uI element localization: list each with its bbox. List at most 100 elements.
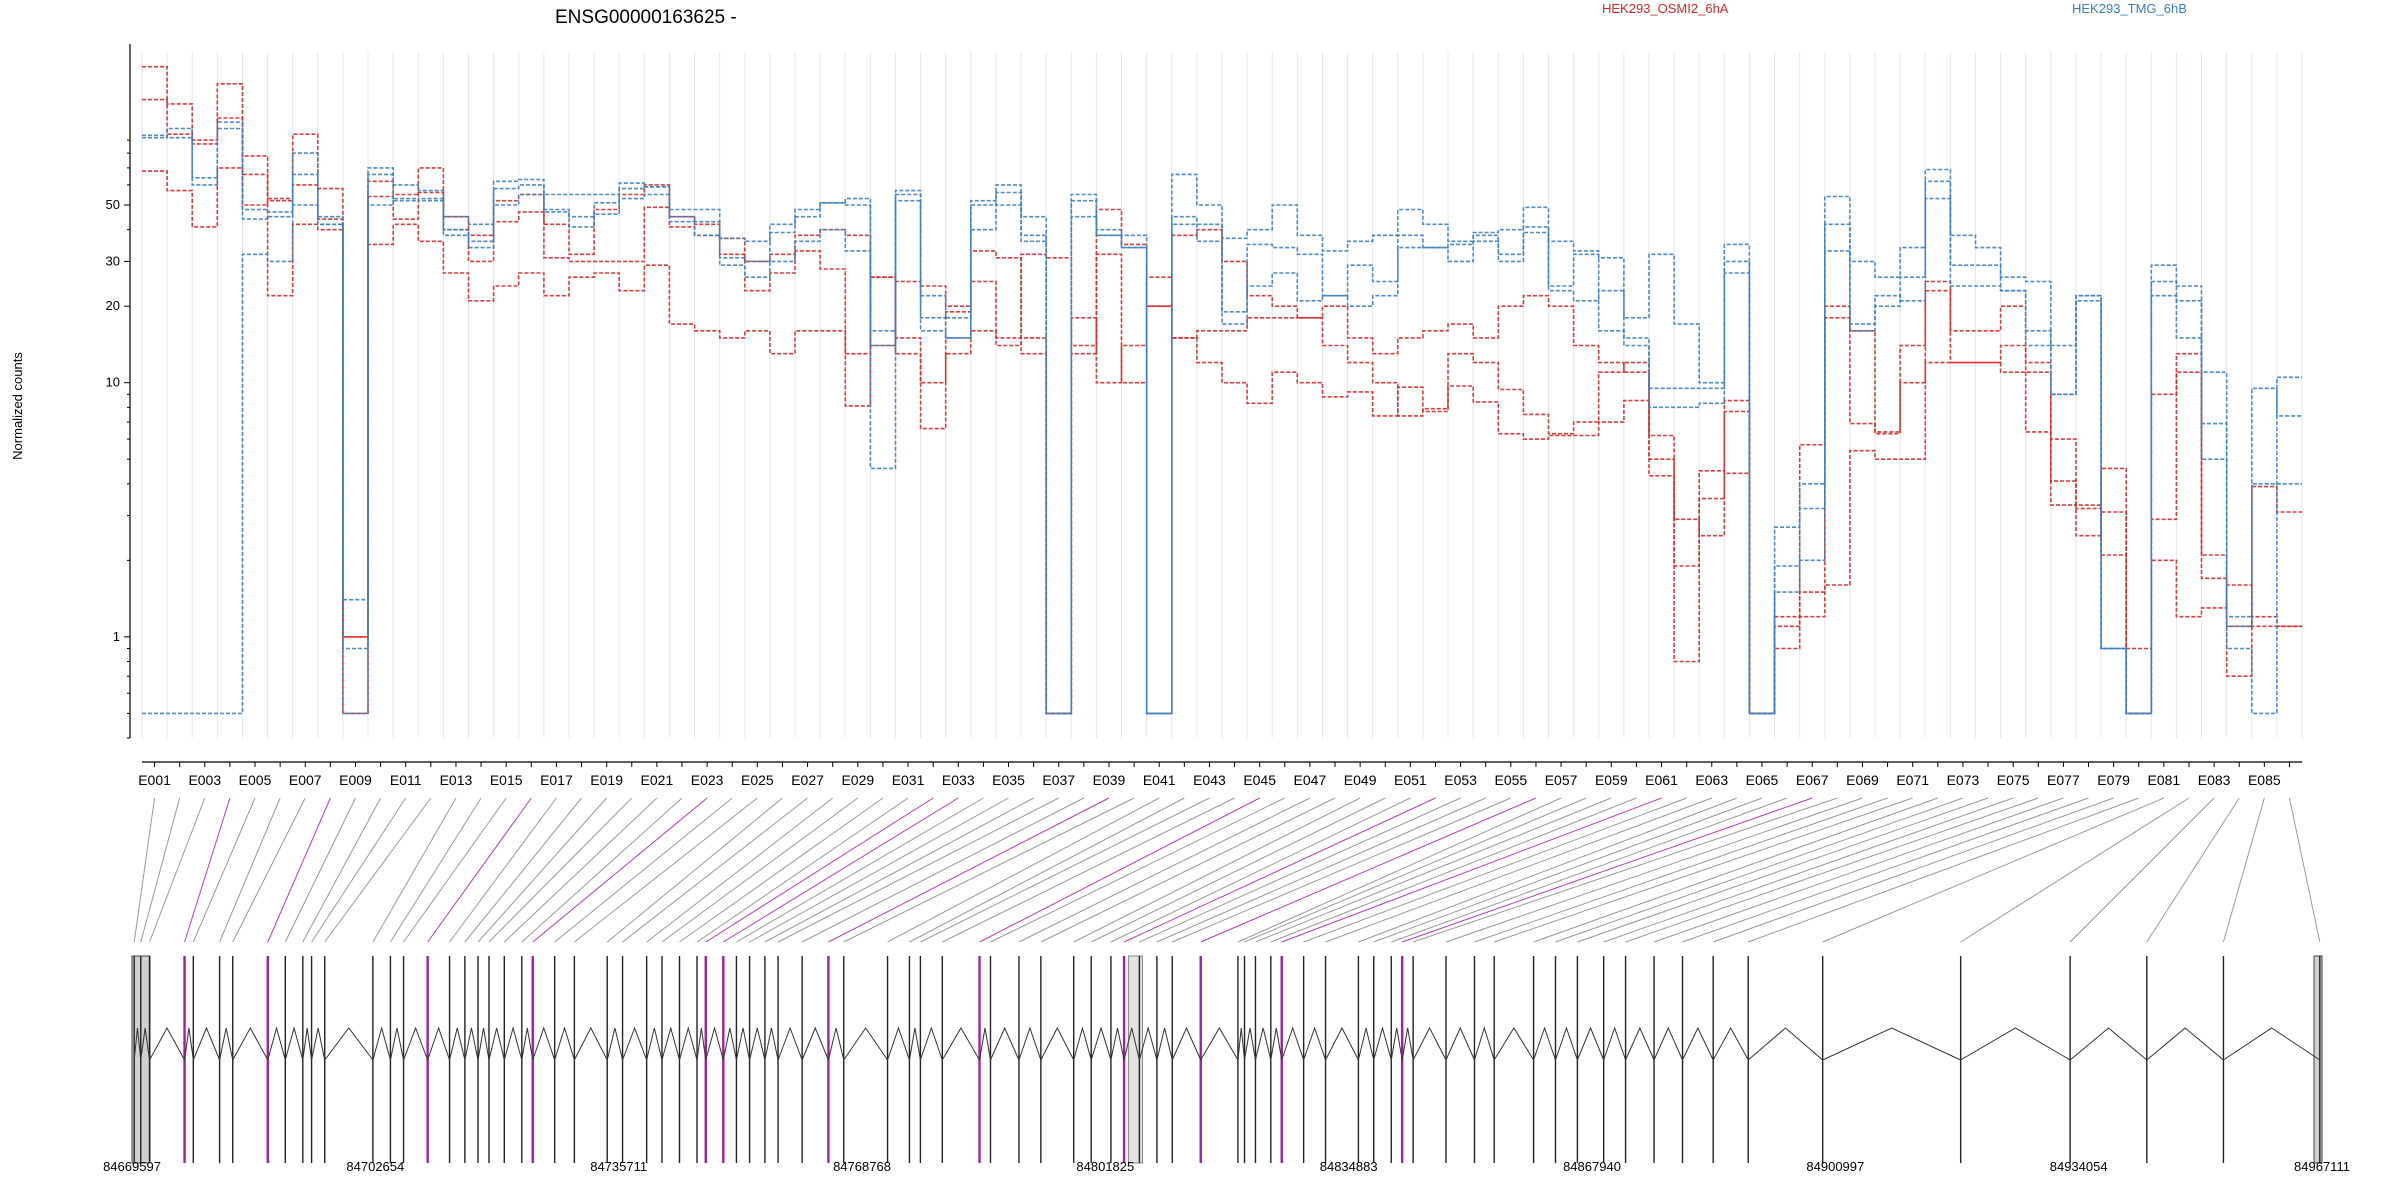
x-tick-label: E023 bbox=[691, 772, 724, 788]
intron-chevron bbox=[1390, 1027, 1403, 1061]
x-tick-label: E037 bbox=[1042, 772, 1075, 788]
exon-gridlines bbox=[141, 52, 2303, 738]
x-tick-label: E083 bbox=[2198, 772, 2231, 788]
intron-chevron bbox=[1373, 1026, 1392, 1061]
genomic-position-label: 84702654 bbox=[346, 1159, 404, 1174]
exon-connector bbox=[503, 797, 658, 943]
exon-connector bbox=[477, 797, 608, 943]
legend-entry-tmg: HEK293_TMG_6hB bbox=[2072, 1, 2187, 16]
intron-chevron bbox=[1555, 1026, 1578, 1061]
exon-block-cluster bbox=[1127, 955, 1143, 1164]
y-tick-label: 1 bbox=[113, 629, 120, 644]
intron-chevron bbox=[843, 1027, 888, 1061]
intron-chevron bbox=[1040, 1026, 1075, 1061]
exon-connector bbox=[403, 797, 507, 943]
x-tick-label: E077 bbox=[2047, 772, 2080, 788]
intron-chevron bbox=[464, 1027, 479, 1061]
exon-connector bbox=[427, 797, 532, 943]
intron-chevron bbox=[1237, 1027, 1246, 1061]
x-tick-label: E013 bbox=[440, 772, 473, 788]
chart-title: ENSG00000163625 - bbox=[555, 7, 737, 28]
exon-connector bbox=[1494, 797, 1913, 943]
exon-connector bbox=[843, 797, 1135, 943]
intron-chevron bbox=[827, 1027, 845, 1061]
intron-chevron bbox=[449, 1027, 466, 1061]
intron-chevron bbox=[1653, 1026, 1683, 1061]
exon-connector bbox=[696, 797, 909, 943]
intron-chevron bbox=[1357, 1027, 1375, 1061]
intron-chevron bbox=[1603, 1026, 1627, 1061]
exon-connector bbox=[1748, 797, 2139, 943]
intron-chevron bbox=[1576, 1026, 1605, 1061]
intron-chevron bbox=[1281, 1026, 1305, 1061]
exon-connector bbox=[942, 797, 1235, 943]
x-tick-label: E061 bbox=[1645, 772, 1678, 788]
intron-chevron bbox=[908, 1027, 921, 1061]
x-tick-label: E027 bbox=[791, 772, 824, 788]
intron-chevron bbox=[503, 1026, 523, 1061]
intron-chevron bbox=[554, 1026, 575, 1061]
intron-chevron bbox=[521, 1027, 534, 1061]
exon-connector bbox=[372, 797, 457, 943]
exon-connector bbox=[1091, 797, 1386, 943]
intron-chevron bbox=[606, 1027, 624, 1061]
x-axis: E001 E003 E005 E007 E009 E011 E013 E015 E017 E019… bbox=[138, 761, 2302, 788]
intron-chevron bbox=[1018, 1026, 1042, 1061]
exon-connector bbox=[1073, 797, 1361, 943]
exon-connector bbox=[140, 797, 181, 943]
exon-connector bbox=[606, 797, 783, 943]
genomic-position-label: 84669597 bbox=[103, 1159, 161, 1174]
intron-chevron bbox=[2223, 1027, 2321, 1061]
exon-connector bbox=[464, 797, 582, 943]
genomic-position-label: 84768768 bbox=[833, 1159, 891, 1174]
exon-connector bbox=[449, 797, 557, 943]
intron-chevron bbox=[764, 1027, 779, 1061]
exon-connector bbox=[133, 797, 156, 943]
intron-chevron bbox=[133, 1027, 142, 1061]
intron-chevron bbox=[1254, 1027, 1272, 1061]
intron-chevron bbox=[679, 1026, 698, 1061]
intron-chevron bbox=[722, 1027, 737, 1061]
x-tick-label: E053 bbox=[1444, 772, 1477, 788]
exon-connector bbox=[887, 797, 1160, 943]
intron-chevron bbox=[979, 1027, 991, 1061]
exon-connector bbox=[920, 797, 1210, 943]
intron-chevron bbox=[2069, 1027, 2148, 1061]
x-tick-label: E055 bbox=[1494, 772, 1527, 788]
y-axis: 1 10 20 30 50 bbox=[106, 44, 131, 739]
intron-chevron bbox=[1712, 1026, 1749, 1061]
exon-connector bbox=[909, 797, 1185, 943]
x-tick-label: E067 bbox=[1796, 772, 1829, 788]
genomic-position-label: 84801825 bbox=[1076, 1159, 1134, 1174]
y-tick-label: 30 bbox=[106, 253, 120, 268]
intron-chevron bbox=[777, 1026, 803, 1061]
intron-chevron bbox=[1445, 1026, 1475, 1061]
series-line-tmg-4 bbox=[142, 173, 2302, 715]
exon-connector bbox=[1412, 797, 1838, 943]
genomic-position-label: 84934054 bbox=[2050, 1159, 2108, 1174]
intron-chevron bbox=[1073, 1026, 1092, 1061]
gene-model bbox=[131, 955, 2323, 1164]
exon-connector bbox=[232, 797, 306, 943]
exon-connector bbox=[764, 797, 1034, 943]
x-tick-label: E051 bbox=[1394, 772, 1427, 788]
intron-chevron bbox=[696, 1027, 707, 1061]
intron-chevron bbox=[232, 1026, 269, 1061]
x-tick-label: E071 bbox=[1896, 772, 1929, 788]
intron-chevron bbox=[477, 1027, 490, 1061]
intron-chevron bbox=[1822, 1027, 1961, 1061]
intron-chevron bbox=[1960, 1027, 2071, 1061]
intron-chevron bbox=[284, 1026, 304, 1061]
intron-chevron bbox=[1270, 1027, 1283, 1061]
exon-connector bbox=[267, 797, 331, 943]
x-tick-label: E011 bbox=[390, 772, 422, 788]
series-line-tmg-3 bbox=[142, 127, 2302, 715]
intron-chevron bbox=[267, 1026, 286, 1061]
exon-connector bbox=[184, 797, 231, 943]
exon-connector bbox=[311, 797, 407, 943]
x-tick-label: E009 bbox=[339, 772, 372, 788]
x-tick-label: E031 bbox=[892, 772, 925, 788]
exon-connector bbox=[324, 797, 432, 943]
exon-connector bbox=[2222, 797, 2265, 943]
exon-connector bbox=[1237, 797, 1562, 943]
